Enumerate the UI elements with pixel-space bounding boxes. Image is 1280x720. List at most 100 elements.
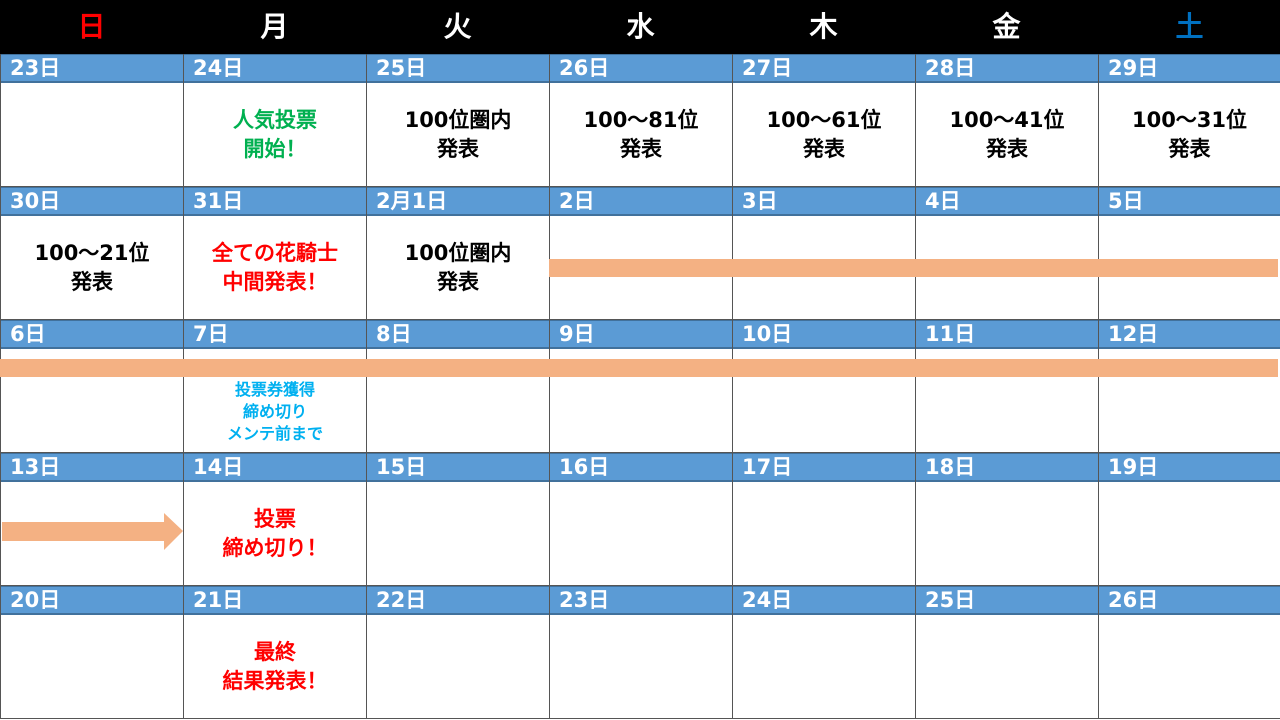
day-cell[interactable]: 20日 xyxy=(0,586,183,719)
event-text: 100～61位 発表 xyxy=(733,83,915,186)
date-label: 24日 xyxy=(184,54,366,83)
date-label: 2日 xyxy=(550,187,732,216)
day-cell[interactable]: 2月1日 100位圏内 発表 xyxy=(366,187,549,320)
date-label: 4日 xyxy=(916,187,1098,216)
day-cell[interactable]: 11日 xyxy=(915,320,1098,453)
weekday-label: 水 xyxy=(626,10,655,43)
event-line: 100～31位 xyxy=(1131,107,1248,132)
event-text xyxy=(550,482,732,585)
weekday-label: 火 xyxy=(443,10,472,43)
event-text: 人気投票 開始！ xyxy=(184,83,366,186)
day-cell[interactable]: 25日 100位圏内 発表 xyxy=(366,54,549,187)
day-cell[interactable]: 23日 xyxy=(549,586,732,719)
date-label: 7日 xyxy=(184,320,366,349)
week-row: 23日 24日 人気投票 開始！ 25日 100位圏内 発表 26日 100～81位 発表 27日 1… xyxy=(0,54,1280,187)
event-text: 投票 締め切り！ xyxy=(184,482,366,585)
day-cell[interactable]: 3日 xyxy=(732,187,915,320)
date-label: 10日 xyxy=(733,320,915,349)
event-text xyxy=(550,615,732,718)
date-label: 26日 xyxy=(1099,586,1280,615)
week-row: 13日 14日 投票 締め切り！ 15日 16日 17日 18日 19日 xyxy=(0,453,1280,586)
event-text xyxy=(1,615,183,718)
event-line: 全ての花騎士 xyxy=(212,240,338,265)
date-label: 25日 xyxy=(367,54,549,83)
event-line: 発表 xyxy=(71,269,113,294)
event-text xyxy=(916,615,1098,718)
day-cell[interactable]: 14日 投票 締め切り！ xyxy=(183,453,366,586)
event-line: 開始！ xyxy=(243,136,307,161)
day-cell[interactable]: 8日 xyxy=(366,320,549,453)
event-line: 最終 xyxy=(254,639,296,664)
date-label: 2月1日 xyxy=(367,187,549,216)
event-line: 100～41位 xyxy=(949,107,1065,132)
event-line: 結果発表！ xyxy=(222,668,328,693)
event-line: 発表 xyxy=(437,136,479,161)
day-cell[interactable]: 31日 全ての花騎士 中間発表！ xyxy=(183,187,366,320)
day-cell[interactable]: 4日 xyxy=(915,187,1098,320)
day-cell[interactable]: 17日 xyxy=(732,453,915,586)
day-cell[interactable]: 30日 100～21位 発表 xyxy=(0,187,183,320)
date-label: 31日 xyxy=(184,187,366,216)
day-cell[interactable]: 9日 xyxy=(549,320,732,453)
event-line: メンテ前まで xyxy=(226,424,323,443)
date-label: 5日 xyxy=(1099,187,1280,216)
event-text xyxy=(916,482,1098,585)
event-text: 100～31位 発表 xyxy=(1099,83,1280,186)
date-label: 21日 xyxy=(184,586,366,615)
day-cell[interactable]: 10日 xyxy=(732,320,915,453)
event-text xyxy=(733,482,915,585)
day-cell[interactable]: 27日 100～61位 発表 xyxy=(732,54,915,187)
date-label: 25日 xyxy=(916,586,1098,615)
event-text: 100～41位 発表 xyxy=(916,83,1098,186)
day-cell[interactable]: 23日 xyxy=(0,54,183,187)
day-cell[interactable]: 25日 xyxy=(915,586,1098,719)
event-line: 100～21位 xyxy=(34,240,150,265)
event-line: 投票券獲得 xyxy=(234,380,315,399)
weekday-label: 木 xyxy=(809,10,838,43)
date-label: 17日 xyxy=(733,453,915,482)
event-text: 100位圏内 発表 xyxy=(367,83,549,186)
event-line: 発表 xyxy=(620,136,662,161)
date-label: 15日 xyxy=(367,453,549,482)
event-line: 発表 xyxy=(803,136,845,161)
date-label: 26日 xyxy=(550,54,732,83)
date-label: 23日 xyxy=(550,586,732,615)
event-line: 発表 xyxy=(1168,136,1211,161)
day-cell[interactable]: 6日 xyxy=(0,320,183,453)
event-text: 最終結果発表！ xyxy=(184,615,366,718)
date-label: 28日 xyxy=(916,54,1098,83)
event-text: 全ての花騎士 中間発表！ xyxy=(184,216,366,319)
date-label: 13日 xyxy=(1,453,183,482)
day-cell[interactable]: 12日 xyxy=(1098,320,1280,453)
day-cell[interactable]: 26日 xyxy=(1098,586,1280,719)
day-cell[interactable]: 26日 100～81位 発表 xyxy=(549,54,732,187)
weekday-label: 日 xyxy=(77,10,106,43)
event-text xyxy=(1,83,183,186)
date-label: 30日 xyxy=(1,187,183,216)
day-cell[interactable]: 15日 xyxy=(366,453,549,586)
day-cell[interactable]: 24日 人気投票 開始！ xyxy=(183,54,366,187)
voting-period-bar xyxy=(549,259,1278,277)
day-cell[interactable]: 18日 xyxy=(915,453,1098,586)
date-label: 9日 xyxy=(550,320,732,349)
day-cell[interactable]: 22日 xyxy=(366,586,549,719)
day-cell[interactable]: 29日 100～31位 発表 xyxy=(1098,54,1280,187)
date-label: 24日 xyxy=(733,586,915,615)
weekday-label: 金 xyxy=(992,10,1021,43)
day-cell[interactable]: 5日 xyxy=(1098,187,1280,320)
date-label: 27日 xyxy=(733,54,915,83)
date-label: 11日 xyxy=(916,320,1098,349)
date-label: 6日 xyxy=(1,320,183,349)
event-line: 100～61位 xyxy=(766,107,882,132)
day-cell[interactable]: 19日 xyxy=(1098,453,1280,586)
event-text xyxy=(733,615,915,718)
arrow-right-icon xyxy=(2,513,183,550)
day-cell[interactable]: 28日 100～41位 発表 xyxy=(915,54,1098,187)
day-cell[interactable]: 16日 xyxy=(549,453,732,586)
day-cell[interactable]: 24日 xyxy=(732,586,915,719)
day-cell[interactable]: 13日 xyxy=(0,453,183,586)
day-cell[interactable]: 7日 投票券獲得 締め切り メンテ前まで xyxy=(183,320,366,453)
date-label: 29日 xyxy=(1099,54,1280,83)
day-cell[interactable]: 21日最終結果発表！ xyxy=(183,586,366,719)
day-cell[interactable]: 2日 xyxy=(549,187,732,320)
